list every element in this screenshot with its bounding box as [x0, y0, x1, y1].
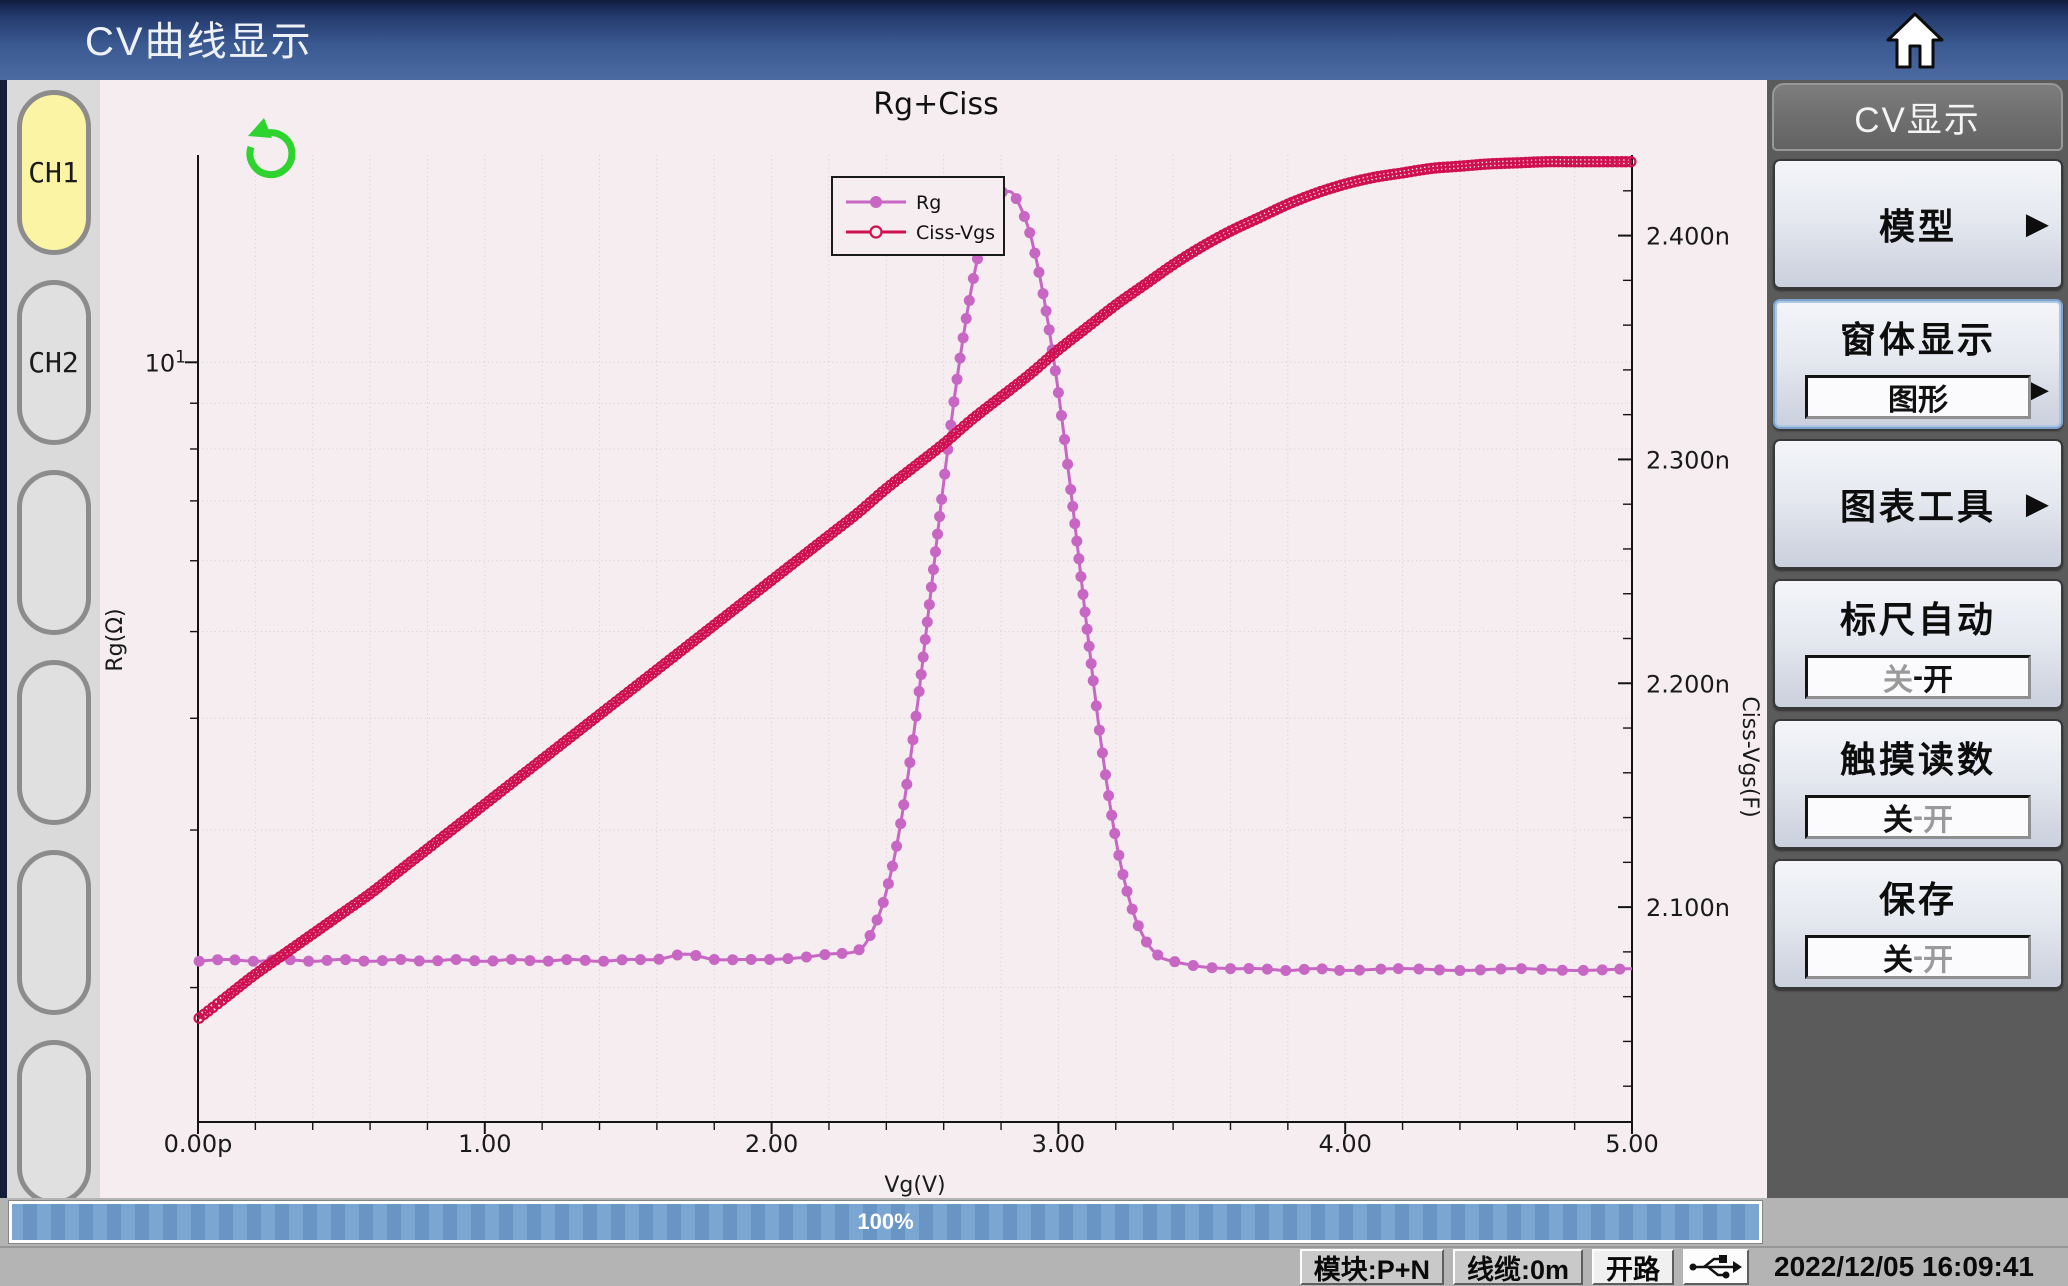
legend-label: Rg [916, 192, 941, 214]
channel-sidebar: CH1 CH2 [7, 80, 100, 1205]
legend-label: Ciss-Vgs [916, 222, 995, 244]
menu-button-list: 模型 ▶ 窗体显示 ▶ 图形 图表工具 ▶ 标尺自动关 - 开触摸读数关 - 开保存关 - 开 [1767, 159, 2068, 989]
menu-button-save[interactable]: 保存关 - 开 [1773, 859, 2063, 989]
x-tick-label: 2.00 [745, 1130, 798, 1158]
chart-legend: Rg Ciss-Vgs [831, 176, 1005, 256]
progress-label: 100% [857, 1209, 914, 1234]
menu-button-label: 保存 [1878, 879, 1957, 920]
title-bar: CV曲线显示 [0, 0, 2068, 80]
grid-lines [198, 155, 1632, 1122]
chart-title: Rg+Ciss [873, 87, 999, 122]
right-tick-label: 2.200n [1646, 670, 1730, 698]
toggle-box[interactable]: 关-开 [1805, 655, 2031, 699]
menu-value-box: 图形 [1805, 375, 2031, 419]
x-tick-label: 1.00 [458, 1130, 511, 1158]
refresh-icon [246, 118, 296, 179]
x-tick-label: 0.00p [164, 1130, 233, 1158]
menu-button-label: 图表工具 [1839, 486, 1996, 527]
toggle-box[interactable]: 关-开 [1805, 795, 2031, 839]
right-tick-label: 2.400n [1646, 223, 1730, 251]
submenu-arrow-icon: ▶ [2025, 487, 2049, 521]
menu-button-touch-readout[interactable]: 触摸读数关 - 开 [1773, 719, 2063, 849]
menu-button-auto-scale[interactable]: 标尺自动关 - 开 [1773, 579, 2063, 709]
menu-header: CV显示 [1772, 83, 2063, 151]
left-tick-label: 101 [145, 347, 186, 377]
home-icon [1886, 12, 1944, 69]
right-tick-label: 2.300n [1646, 446, 1730, 474]
right-tick-label: 2.100n [1646, 894, 1730, 922]
usb-status [1683, 1249, 1749, 1285]
submenu-arrow-icon: ▶ [2025, 207, 2049, 241]
home-button[interactable] [1886, 10, 1944, 72]
channel-button-CH2[interactable]: CH2 [16, 280, 91, 445]
page-title: CV曲线显示 [85, 20, 313, 64]
x-axis-label: Vg(V) [884, 1173, 945, 1198]
channel-button-empty-6[interactable] [16, 1040, 91, 1205]
cv-chart[interactable]: 0.00p 1.00 2.00 3.00 4.00 5.00 101 2.400n 2.300n… [100, 80, 1767, 1198]
left-axis-label: Rg(Ω) [103, 608, 128, 671]
datetime-label: 2022/12/05 16:09:41 [1774, 1251, 2034, 1282]
status-item: 模块:P+N [1299, 1249, 1444, 1285]
status-bar: 模块:P+N 线缆:0m 开路 2022/12/05 16:09:41 [0, 1246, 2068, 1286]
status-item-list: 模块:P+N 线缆:0m 开路 [1299, 1249, 1674, 1285]
x-tick-label: 3.00 [1032, 1130, 1085, 1158]
menu-button-label: 模型 [1878, 206, 1957, 247]
menu-button-chart-tools[interactable]: 图表工具 ▶ [1773, 439, 2063, 569]
channel-button-empty-3[interactable] [16, 470, 91, 635]
tick-labels: 0.00p 1.00 2.00 3.00 4.00 5.00 101 2.400n 2.300n… [145, 223, 1730, 1158]
axis-spines [197, 155, 1633, 1123]
status-item: 开路 [1592, 1249, 1674, 1285]
menu-button-label: 窗体显示 [1839, 319, 1996, 360]
menu-button-label: 标尺自动 [1839, 599, 1996, 640]
channel-button-empty-4[interactable] [16, 660, 91, 825]
menu-panel: CV显示 模型 ▶ 窗体显示 ▶ 图形 图表工具 ▶ 标尺自动关 - 开触摸读数关 - 开保存关 - 开 [1767, 80, 2068, 1246]
menu-button-model[interactable]: 模型 ▶ [1773, 159, 2063, 289]
channel-list: CH1 CH2 [7, 90, 100, 1205]
left-edge-strip [0, 80, 7, 1198]
menu-button-label: 触摸读数 [1839, 739, 1996, 780]
toggle-box[interactable]: 关-开 [1805, 935, 2031, 979]
channel-button-empty-5[interactable] [16, 850, 91, 1015]
status-item: 线缆:0m [1452, 1249, 1583, 1285]
axis-ticks [185, 190, 1633, 1134]
submenu-arrow-icon: ▶ [2025, 373, 2049, 406]
chart-panel: 0.00p 1.00 2.00 3.00 4.00 5.00 101 2.400n 2.300n… [100, 80, 1767, 1198]
channel-button-CH1[interactable]: CH1 [16, 90, 91, 255]
progress-bar: 100% [8, 1200, 1763, 1244]
x-tick-label: 5.00 [1605, 1130, 1658, 1158]
usb-icon [1689, 1255, 1742, 1279]
x-tick-label: 4.00 [1318, 1130, 1371, 1158]
right-axis-label: Ciss-Vgs(F) [1737, 696, 1762, 817]
series-Ciss-Vgs [193, 155, 1637, 1024]
series-Rg [193, 186, 1633, 976]
menu-button-window-display[interactable]: 窗体显示 ▶ 图形 [1773, 299, 2063, 429]
